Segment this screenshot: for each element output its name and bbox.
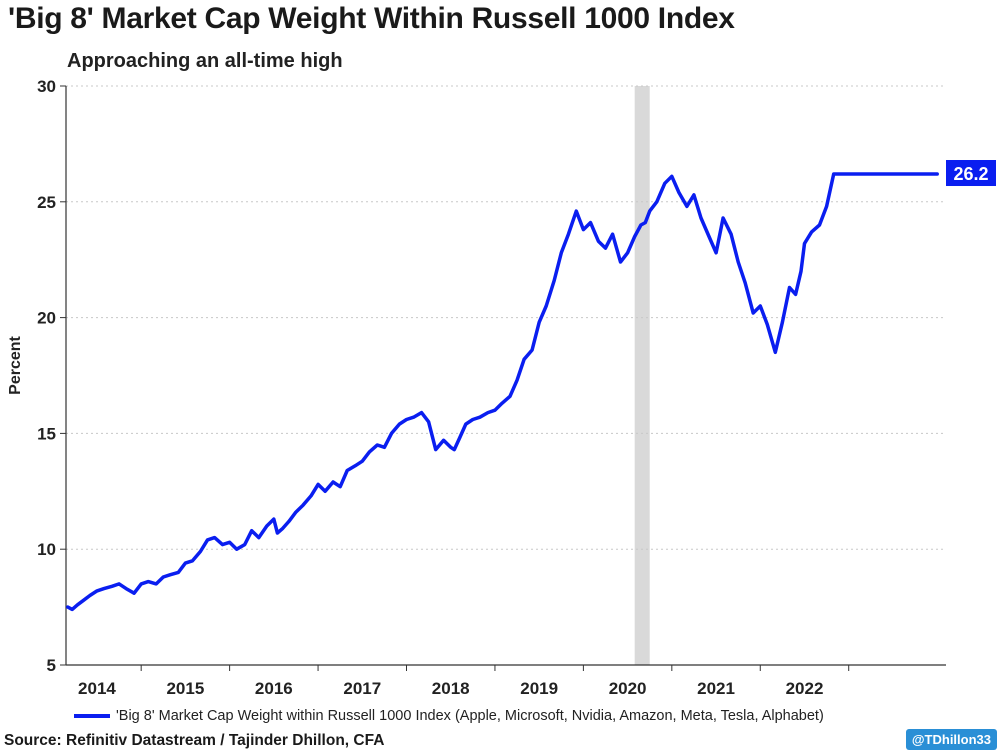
legend-label: 'Big 8' Market Cap Weight within Russell…	[116, 708, 824, 724]
x-tick-label: 2014	[78, 679, 116, 698]
legend: 'Big 8' Market Cap Weight within Russell…	[74, 706, 824, 726]
series-line	[66, 172, 939, 612]
x-tick-label: 2020	[609, 679, 647, 698]
x-tick-label: 2019	[520, 679, 558, 698]
y-tick-label: 30	[37, 77, 56, 96]
end-value-box	[946, 160, 996, 187]
x-tick-label: 2018	[432, 679, 470, 698]
shaded-band	[634, 86, 650, 665]
y-tick-label: 20	[37, 309, 56, 328]
chart-subtitle: Approaching an all-time high	[67, 50, 343, 72]
y-tick-label: 5	[47, 656, 56, 675]
author-handle-badge: @TDhillon33	[905, 729, 997, 750]
x-tick-label: 2015	[166, 679, 204, 698]
x-tick-label: 2022	[786, 679, 824, 698]
y-tick-label: 15	[37, 424, 56, 443]
y-tick-label: 25	[37, 193, 56, 212]
x-tick-label: 2017	[343, 679, 381, 698]
end-value-label: 26.2	[953, 164, 988, 184]
legend-swatch	[74, 714, 110, 718]
x-tick-label: 2021	[697, 679, 735, 698]
y-tick-label: 10	[37, 540, 56, 559]
source-note: Source: Refinitiv Datastream / Tajinder …	[4, 732, 385, 749]
chart-title: 'Big 8' Market Cap Weight Within Russell…	[8, 2, 735, 35]
y-axis-title: Percent	[7, 335, 24, 394]
x-tick-label: 2016	[255, 679, 293, 698]
